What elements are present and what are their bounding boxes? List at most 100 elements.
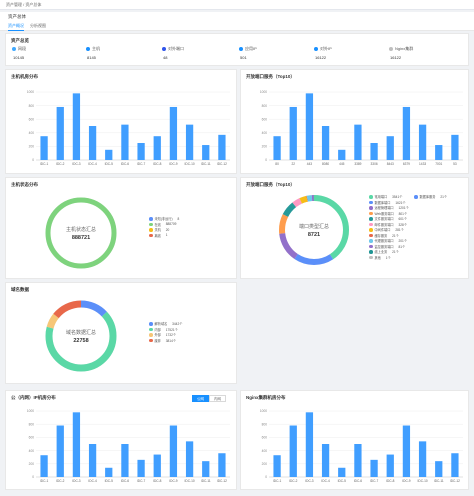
toggle-public[interactable]: 公网: [192, 395, 209, 402]
overview-item-value: 10145: [13, 55, 25, 60]
legend-extra-name: 数据库服务: [419, 195, 436, 200]
legend-swatch: [369, 200, 373, 204]
x-tick-label: IDC-7: [370, 479, 379, 483]
y-tick-label: 600: [29, 436, 35, 440]
overview-item-icon: [389, 47, 393, 51]
tab-overview[interactable]: 资产概况: [8, 23, 24, 31]
x-tick-label: IDC-5: [338, 479, 347, 483]
ports-donut-panel: 开放端口服务（Top10） 端口类型汇总 8721 常用端口 3541个 数据库端口…: [240, 177, 469, 279]
bar: [185, 124, 194, 160]
donut-center-value: 22758: [73, 338, 88, 344]
overview-item-label: 网段: [12, 46, 82, 52]
legend-item[interactable]: 文件服务端口 601个: [369, 216, 409, 222]
legend-name: 关机: [154, 228, 161, 233]
legend-swatch: [369, 211, 373, 215]
legend-item[interactable]: 监控服务端口 81个: [369, 244, 409, 250]
overview-item-label-text: 应用IP: [245, 46, 257, 51]
overview-title: 资产总览: [11, 38, 29, 43]
legend-item[interactable]: 解析域名 3442个: [149, 321, 182, 327]
x-tick-label: IDC-5: [105, 479, 114, 483]
legend-swatch: [149, 333, 153, 337]
legend-name: 远程管理端口: [374, 206, 394, 211]
x-tick-label: 6379: [403, 162, 410, 166]
overview-item-label-text: 主机: [92, 46, 100, 51]
legend-item[interactable]: 线上业务 21个: [369, 249, 409, 255]
overview-item-value: 16122: [315, 55, 327, 60]
legend-value: 21个: [392, 233, 399, 238]
legend-name: 线上业务: [374, 250, 388, 255]
legend-item[interactable]: Web服务端口 801个: [369, 211, 409, 217]
x-tick-label: IDC-11: [201, 162, 211, 166]
legend-item[interactable]: 代理服务端口 201个: [369, 238, 409, 244]
legend-swatch: [149, 338, 153, 342]
legend-name: 代理服务端口: [374, 239, 394, 244]
legend-name: 监控服务端口: [374, 244, 394, 249]
y-tick-label: 600: [262, 436, 268, 440]
bar: [202, 461, 210, 477]
y-tick-label: 800: [262, 104, 268, 108]
bar: [418, 124, 427, 160]
y-tick-label: 200: [262, 145, 268, 149]
ports-legend: 常用端口 3541个 数据库端口 1621个 远程管理端口 1201个 Web服务端口…: [369, 194, 409, 260]
overview-item-label: 应用IP: [239, 46, 309, 52]
legend-value: 17521个: [165, 327, 178, 332]
x-tick-label: IDC-4: [321, 479, 330, 483]
bar: [105, 149, 113, 160]
legend-item[interactable]: 远程管理端口 1201个: [369, 205, 409, 211]
legend-item[interactable]: 常用端口 3541个: [369, 194, 409, 200]
x-tick-label: IDC-2: [56, 479, 65, 483]
bar: [153, 136, 161, 160]
x-tick-label: IDC-4: [88, 162, 97, 166]
legend-item[interactable]: 数据库端口 1621个: [369, 200, 409, 206]
y-tick-label: 800: [262, 422, 268, 426]
legend-item[interactable]: 在线 888709: [149, 222, 179, 228]
legend-value: 8: [177, 216, 180, 221]
legend-value: 601个: [398, 217, 408, 222]
y-tick-label: 200: [29, 145, 35, 149]
x-tick-label: IDC-8: [153, 479, 162, 483]
bar: [137, 143, 145, 160]
legend-swatch: [369, 222, 373, 226]
bar: [451, 453, 459, 477]
donut-center-label: 主机状态汇总: [66, 226, 96, 233]
legend-item[interactable]: 邮件服务端口 328个: [369, 222, 409, 228]
legend-value: 21个: [392, 250, 399, 255]
legend-item[interactable]: 离线 1: [149, 233, 179, 239]
legend-name: 数据库端口: [374, 200, 391, 205]
bar: [273, 455, 281, 477]
legend-swatch: [369, 244, 373, 248]
toggle-internal[interactable]: 内网: [209, 395, 226, 402]
x-tick-label: IDC-6: [354, 479, 363, 483]
legend-item[interactable]: 未知(非运行) 8: [149, 216, 179, 222]
legend-item[interactable]: 内部 17521个: [149, 327, 182, 333]
legend-swatch: [369, 239, 373, 243]
legend-item[interactable]: 缓存服务 21个: [369, 233, 409, 239]
status-donut-panel: 主机状态分布 主机状态汇总 888721 未知(非运行) 8 在线 888709 关机…: [5, 177, 237, 279]
bar: [153, 454, 161, 477]
y-tick-label: 0: [265, 475, 267, 479]
x-tick-label: IDC-5: [105, 162, 114, 166]
legend-item[interactable]: 中间件端口 281个: [369, 227, 409, 233]
legend-item[interactable]: 关机 20: [149, 227, 179, 233]
overview-item-label: 对外IP: [314, 46, 384, 52]
overview-panel: 资产总览 网段 10145 主机 8145 对外端口 48 应用IP 501 对外IP 16122…: [5, 33, 469, 66]
x-tick-label: 443: [307, 162, 313, 166]
donut-slice: [45, 300, 117, 372]
overview-item-value: 16122: [390, 55, 402, 60]
y-tick-label: 1000: [27, 409, 34, 413]
legend-item[interactable]: 废弃 3814个: [149, 338, 182, 344]
status-legend: 未知(非运行) 8 在线 888709 关机 20 离线 1: [149, 216, 179, 238]
legend-item[interactable]: 外部 1732个: [149, 332, 182, 338]
overview-item-icon: [162, 47, 166, 51]
legend-name: 常用端口: [374, 195, 388, 200]
legend-name: 文件服务端口: [374, 217, 394, 222]
legend-swatch: [149, 327, 153, 331]
donut-slice: [45, 300, 117, 372]
legend-value: 3442个: [172, 322, 183, 327]
y-tick-label: 1000: [260, 90, 267, 94]
legend-swatch: [149, 217, 153, 221]
tab-analysis[interactable]: 分析视图: [30, 23, 46, 28]
legend-item[interactable]: 其他 1个: [369, 255, 409, 261]
bar: [218, 453, 226, 477]
legend-name: 中间件端口: [374, 228, 391, 233]
